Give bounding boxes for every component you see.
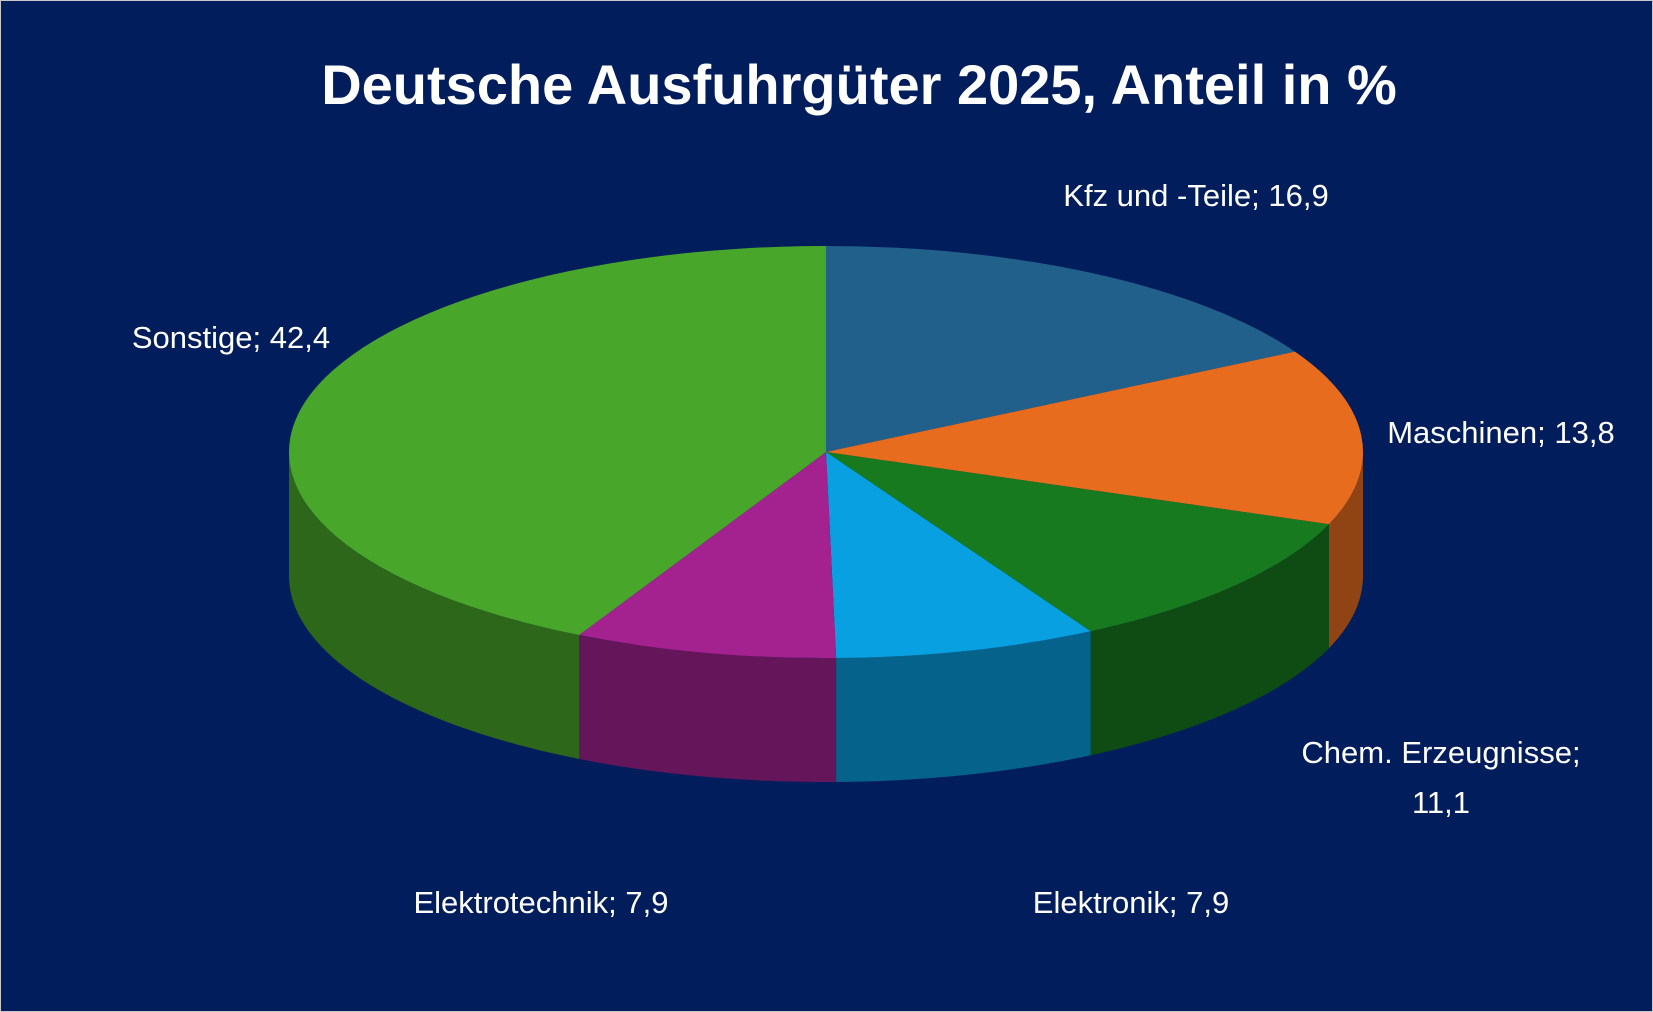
slice-side: [579, 634, 837, 782]
data-label: Elektrotechnik; 7,9: [381, 878, 701, 928]
value-label: 13,8: [1554, 415, 1615, 450]
category-label: Kfz und -Teile: [1063, 178, 1252, 213]
value-label: 11,1: [1411, 785, 1471, 820]
data-label: Maschinen; 13,8: [1331, 408, 1652, 458]
category-label: Elektrotechnik: [413, 885, 609, 920]
slice-side: [1090, 524, 1329, 756]
slice: [826, 246, 1295, 452]
label-separator: ;: [1251, 178, 1260, 213]
data-label: Chem. Erzeugnisse; 11,1: [1291, 728, 1591, 828]
category-label: Maschinen: [1387, 415, 1538, 450]
value-label: 42,4: [269, 320, 331, 355]
slice-side: [1328, 452, 1363, 649]
slice-side: [289, 452, 580, 759]
slice: [826, 452, 1091, 658]
label-separator: ;: [1537, 415, 1546, 450]
slice: [826, 351, 1363, 525]
chart-title: Deutsche Ausfuhrgüter 2025, Anteil in %: [321, 53, 1397, 116]
value-label: 7,9: [625, 885, 669, 920]
data-label: Sonstige; 42,4: [41, 313, 421, 363]
category-label: Chem. Erzeugnisse: [1301, 735, 1572, 770]
label-separator: ;: [252, 320, 262, 355]
category-label: Sonstige: [131, 320, 253, 355]
value-label: 7,9: [1186, 885, 1230, 920]
category-label: Elektronik: [1032, 885, 1169, 920]
value-label: 16,9: [1268, 178, 1329, 213]
data-label: Kfz und -Teile; 16,9: [1041, 171, 1351, 221]
slice: [826, 452, 1329, 632]
slice: [579, 452, 837, 658]
label-separator: ;: [1168, 885, 1178, 920]
label-separator: ;: [608, 885, 617, 920]
label-separator: ;: [1571, 735, 1581, 770]
slice: [289, 246, 827, 635]
slice-side: [836, 631, 1091, 782]
data-label: Elektronik; 7,9: [961, 878, 1301, 928]
